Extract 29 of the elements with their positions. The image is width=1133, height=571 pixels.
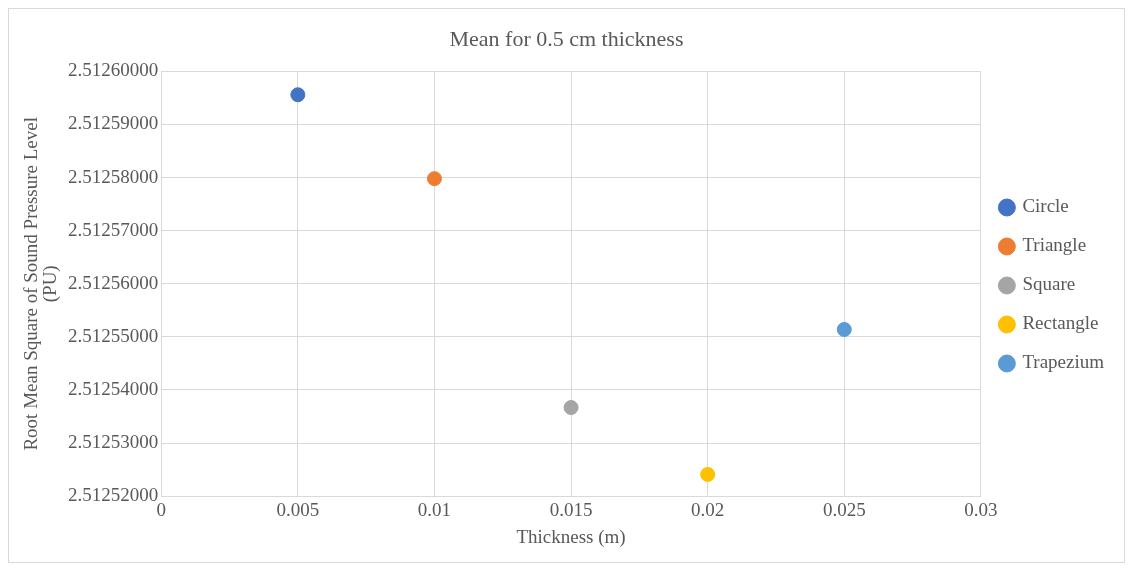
y-tick-label: 2.51256000 [68, 271, 159, 293]
y-tick-label: 2.51254000 [68, 377, 159, 399]
x-tick-label: 0 [156, 498, 166, 520]
y-tick-label: 2.51255000 [68, 324, 159, 346]
legend-label: Rectangle [1022, 312, 1099, 334]
x-tick-label: 0.015 [549, 498, 593, 520]
point [563, 400, 579, 416]
x-tick-label: 0.025 [822, 498, 866, 520]
point [426, 171, 442, 187]
y-tick-label: 2.51259000 [68, 112, 159, 134]
legend-label: Circle [1022, 195, 1069, 217]
y-tick-label: 2.51258000 [68, 165, 159, 187]
x-tick-label: 0.005 [276, 498, 320, 520]
x-tick-label: 0.02 [691, 498, 725, 520]
y-tick-label: 2.51252000 [68, 484, 159, 506]
legend-label: Triangle [1022, 234, 1087, 256]
x-tick-label: 0.03 [964, 498, 998, 520]
point [290, 87, 306, 103]
y-tick-label: 2.51253000 [68, 431, 159, 453]
legend-label: Trapezium [1022, 351, 1105, 373]
y-tick-label: 2.51257000 [68, 218, 159, 240]
x-tick-label: 0.01 [417, 498, 452, 520]
point [700, 466, 716, 482]
y-tick-label: 2.51260000 [68, 59, 159, 81]
legend-label: Square [1022, 273, 1076, 295]
x-axis-title: Thickness (m) [516, 526, 626, 549]
point [836, 321, 852, 337]
chart-title: Mean for 0.5 cm thickness [449, 25, 684, 51]
y-axis-title: Root Mean Square of Sound Pressure Level (PU) [20, 117, 62, 451]
